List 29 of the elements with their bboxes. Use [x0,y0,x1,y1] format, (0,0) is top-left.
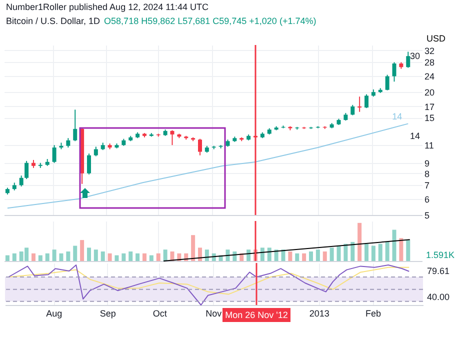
x-tick-label: 2013 [309,308,330,318]
text: Number1Roller published Aug 12, 2024 11:44 UTC [6,1,210,14]
y-tick-label: 28 [424,58,435,68]
y-tick-label: 9 [424,158,430,168]
y-axis-title: USD [426,34,446,44]
x-tick-label: Sep [100,308,116,318]
y-tick-label: 17 [424,102,435,112]
text: 1.591K [426,250,455,260]
x-tick-label: Oct [152,308,168,318]
y-tick-label: 20 [424,88,435,98]
data-label: 14 [392,112,402,122]
y-tick-label: 15 [424,113,435,124]
y-tick-label: 8 [424,168,430,179]
x-tick-label: Nov [206,308,222,318]
y-tick-label: 7 [424,180,430,191]
annotation: 30 [410,51,420,61]
y-tick-label: 6 [424,194,430,204]
annotation: 14 [410,131,420,141]
x-tick-label: Aug [46,308,62,318]
chart-title: Bitcoin / U.S. Dollar, 1D [6,16,100,26]
ref-line-label: Mon 26 Nov '12 [225,310,288,320]
text: 79.61 [427,266,450,276]
y-tick-label: 24 [424,71,435,82]
y-tick-label: 5 [424,210,430,220]
y-tick-label: 11 [424,140,434,151]
chart-subtitle: O58,718 H59,862 L57,681 C59,745 +1,020 (+1.74%) [104,16,316,26]
y-tick-label: 32 [424,46,435,56]
x-tick-label: Feb [365,308,381,318]
text: 40.00 [427,292,450,302]
